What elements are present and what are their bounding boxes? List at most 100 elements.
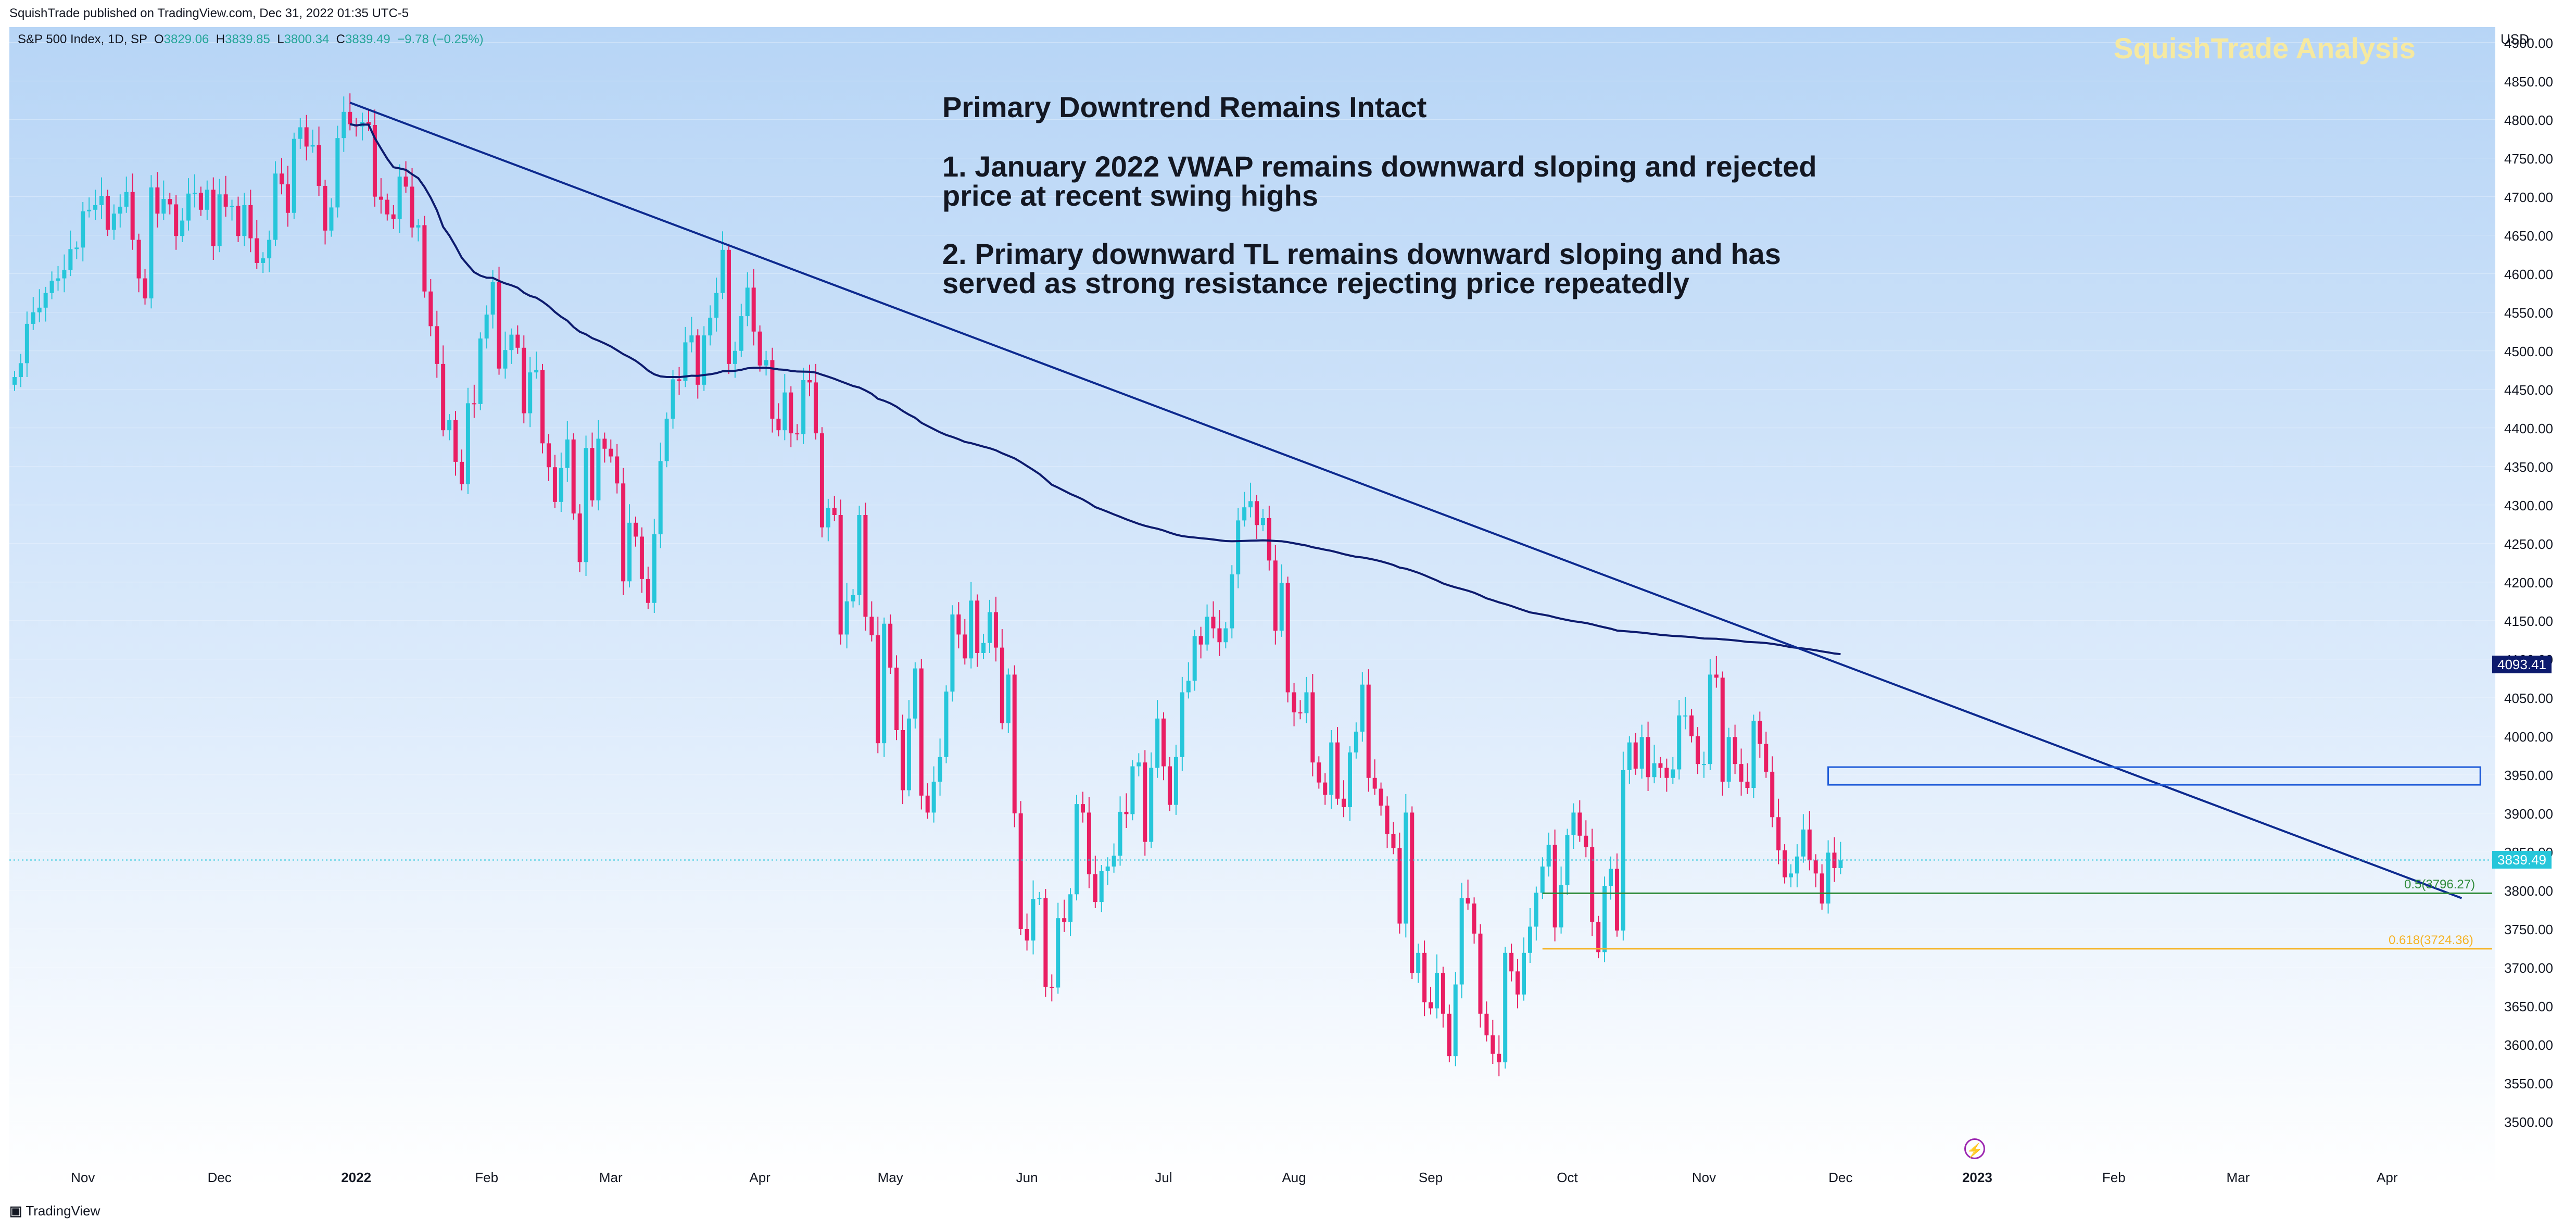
- candle-body: [416, 225, 421, 228]
- candle-body: [1385, 806, 1390, 834]
- candle-body: [1652, 763, 1657, 777]
- candle-body: [149, 187, 154, 299]
- legend-o-label: O: [154, 32, 164, 46]
- price-tick-label: 3750.00: [2504, 921, 2553, 937]
- candle-body: [546, 443, 551, 468]
- candle-body: [1167, 766, 1172, 805]
- candle-body: [559, 468, 563, 502]
- candle-body: [1223, 628, 1228, 643]
- candle-body: [1596, 922, 1601, 952]
- candle-body: [1609, 869, 1613, 886]
- candle-body: [105, 196, 110, 230]
- candle-body: [441, 363, 446, 431]
- candle-body: [484, 315, 489, 339]
- candle-body: [1068, 894, 1073, 922]
- candle-body: [342, 111, 346, 139]
- candle-body: [963, 634, 967, 659]
- resistance-zone: [1827, 766, 2481, 786]
- candle-body: [329, 207, 334, 231]
- candle-body: [1788, 873, 1793, 877]
- candle-body: [602, 438, 607, 449]
- candle-body: [1285, 583, 1290, 693]
- candle-body: [714, 293, 719, 318]
- candle-body: [1459, 898, 1464, 985]
- candle-body: [869, 617, 874, 635]
- candle-body: [751, 287, 756, 332]
- candle-body: [1304, 692, 1309, 713]
- candle-body: [478, 338, 483, 404]
- candle-body: [981, 643, 986, 653]
- candle-body: [18, 363, 23, 378]
- tradingview-logo[interactable]: ▣ TradingView: [9, 1203, 100, 1219]
- candle-body: [1255, 501, 1259, 525]
- candle-body: [844, 601, 849, 635]
- candle-body: [1323, 782, 1328, 795]
- vwap-line: [349, 123, 1841, 656]
- candle-body: [1484, 1013, 1489, 1036]
- candle-body: [1273, 560, 1278, 631]
- time-tick-label: Dec: [207, 1170, 232, 1185]
- candle-body: [795, 433, 800, 435]
- time-tick-label: Mar: [599, 1170, 623, 1185]
- candle-body: [124, 192, 129, 207]
- candle-body: [1379, 788, 1383, 806]
- candle-body: [130, 192, 135, 240]
- candle-body: [813, 382, 818, 434]
- time-tick-label: 2022: [341, 1170, 372, 1185]
- candle-body: [1614, 869, 1619, 931]
- lightning-icon[interactable]: ⚡: [1964, 1138, 1985, 1159]
- candle-body: [1714, 674, 1719, 678]
- candle-body: [1248, 501, 1253, 508]
- candle-body: [1292, 692, 1296, 712]
- candle-body: [1155, 718, 1160, 768]
- candle-body: [1080, 804, 1085, 813]
- candle-body: [397, 177, 402, 219]
- candle-body: [1801, 829, 1805, 857]
- price-tick-label: 4650.00: [2504, 228, 2553, 244]
- candle-body: [453, 420, 458, 462]
- candle-body: [906, 718, 911, 790]
- candle-body: [1006, 674, 1011, 723]
- candle-body: [87, 209, 92, 211]
- candle-body: [931, 782, 936, 813]
- price-tick-label: 4700.00: [2504, 189, 2553, 205]
- candle-body: [1472, 903, 1476, 934]
- candle-body: [43, 293, 48, 308]
- candle-body: [857, 515, 862, 595]
- price-tick-label: 4900.00: [2504, 35, 2553, 51]
- price-axis[interactable]: USD: [2495, 27, 2576, 1187]
- candle-body: [1410, 812, 1415, 973]
- chart-area[interactable]: [9, 27, 2495, 1187]
- candle-body: [1298, 712, 1303, 713]
- candle-body: [1701, 764, 1706, 765]
- candle-body: [652, 534, 656, 603]
- candle-body: [509, 334, 514, 350]
- price-tick-label: 3800.00: [2504, 883, 2553, 899]
- candle-body: [403, 177, 408, 187]
- candle-body: [1236, 520, 1241, 574]
- candle-body: [671, 379, 675, 419]
- brand-watermark: SquishTrade Analysis: [2114, 32, 2416, 65]
- time-tick-label: Aug: [1282, 1170, 1306, 1185]
- last-price-badge: 3839.49: [2492, 851, 2552, 869]
- candle-body: [31, 312, 35, 324]
- candle-body: [1366, 684, 1371, 778]
- price-tick-label: 3550.00: [2504, 1075, 2553, 1091]
- candle-body: [1180, 692, 1184, 757]
- candle-body: [1118, 811, 1122, 856]
- candle-body: [745, 287, 750, 317]
- candle-body: [24, 323, 29, 363]
- time-tick-label: Mar: [2226, 1170, 2250, 1185]
- candle-body: [801, 380, 806, 434]
- candle-body: [248, 205, 253, 239]
- candle-body: [217, 194, 222, 246]
- candle-body: [211, 190, 216, 246]
- candle-body: [590, 448, 595, 500]
- candle-body: [428, 291, 433, 327]
- candle-body: [577, 513, 582, 562]
- candle-body: [789, 392, 793, 434]
- candle-body: [1521, 952, 1526, 995]
- candle-body: [205, 190, 209, 210]
- candle-body: [1429, 1002, 1433, 1009]
